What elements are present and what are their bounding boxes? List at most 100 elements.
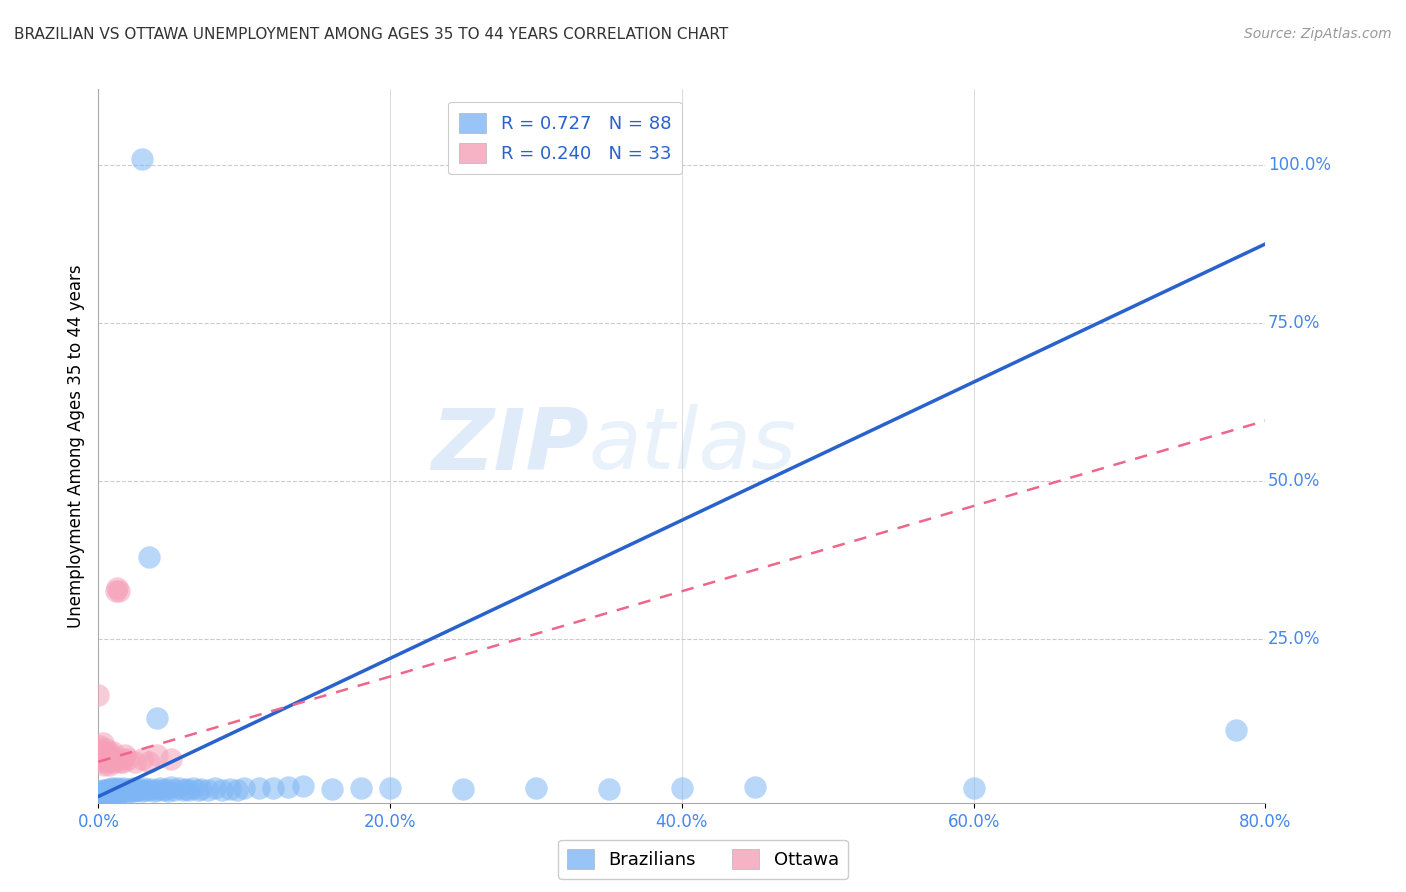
Point (91, 751, 114, 765)
Point (233, 781, 256, 796)
Point (226, 782, 249, 797)
Point (91, 736, 114, 750)
Point (149, 781, 172, 796)
Point (114, 748, 136, 763)
Point (100, 781, 122, 796)
Point (93, 745, 115, 759)
Point (94, 782, 117, 797)
Text: 50.0%: 50.0% (1268, 472, 1320, 490)
Point (94, 785, 117, 799)
Point (671, 780, 693, 795)
Point (98, 782, 121, 797)
Point (110, 784, 132, 798)
Point (117, 781, 139, 796)
Point (105, 781, 128, 796)
Text: 75.0%: 75.0% (1268, 314, 1320, 332)
Point (108, 783, 131, 797)
Point (262, 781, 284, 796)
Point (121, 783, 143, 797)
Text: Source: ZipAtlas.com: Source: ZipAtlas.com (1244, 27, 1392, 41)
Point (117, 751, 139, 765)
Point (96, 783, 118, 797)
Point (122, 781, 145, 796)
Text: BRAZILIAN VS OTTAWA UNEMPLOYMENT AMONG AGES 35 TO 44 YEARS CORRELATION CHART: BRAZILIAN VS OTTAWA UNEMPLOYMENT AMONG A… (14, 27, 728, 42)
Point (90, 787, 112, 801)
Point (111, 785, 134, 799)
Point (277, 780, 299, 794)
Point (160, 751, 183, 765)
Legend: Brazilians, Ottawa: Brazilians, Ottawa (558, 839, 848, 879)
Point (177, 782, 200, 797)
Text: ZIP: ZIP (430, 404, 589, 488)
Point (89, 748, 111, 763)
Point (108, 584, 131, 599)
Point (157, 784, 180, 798)
Point (105, 581, 128, 595)
Point (100, 784, 122, 798)
Point (128, 781, 150, 796)
Point (100, 751, 122, 765)
Point (598, 781, 620, 796)
Point (152, 783, 174, 797)
Point (97, 745, 120, 759)
Point (744, 780, 766, 794)
Point (94, 742, 117, 756)
Point (136, 783, 159, 797)
Point (146, 748, 169, 763)
Point (962, 781, 984, 796)
Point (105, 784, 128, 798)
Point (146, 782, 169, 797)
Point (139, 781, 162, 796)
Point (97, 784, 120, 798)
Point (103, 781, 125, 796)
Point (98, 748, 121, 763)
Point (101, 783, 124, 797)
Point (321, 781, 343, 796)
Point (110, 755, 132, 769)
Point (124, 784, 146, 798)
Point (131, 152, 153, 166)
Point (89, 786, 111, 800)
Point (131, 751, 153, 765)
Point (97, 758, 120, 772)
Point (350, 781, 373, 796)
Legend: R = 0.727   N = 88, R = 0.240   N = 33: R = 0.727 N = 88, R = 0.240 N = 33 (449, 102, 682, 174)
Point (91, 786, 114, 800)
Point (167, 781, 190, 796)
Point (124, 755, 146, 769)
Point (146, 710, 169, 724)
Y-axis label: Unemployment Among Ages 35 to 44 years: Unemployment Among Ages 35 to 44 years (66, 264, 84, 628)
Point (111, 751, 134, 765)
Point (524, 781, 547, 796)
Point (190, 781, 212, 796)
Point (174, 781, 197, 796)
Point (87, 689, 110, 703)
Text: 100.0%: 100.0% (1268, 156, 1330, 174)
Point (90, 742, 112, 756)
Point (93, 784, 115, 798)
Point (101, 745, 124, 759)
Point (103, 784, 125, 798)
Point (1225, 723, 1247, 738)
Point (90, 755, 112, 769)
Point (378, 780, 402, 795)
Point (90, 784, 112, 798)
Point (204, 781, 226, 796)
Point (218, 781, 240, 796)
Point (108, 786, 131, 800)
Point (117, 785, 139, 799)
Point (110, 781, 132, 796)
Point (160, 780, 183, 794)
Point (98, 785, 121, 799)
Point (103, 755, 125, 769)
Point (97, 781, 120, 796)
Point (111, 782, 134, 797)
Point (172, 783, 194, 797)
Point (451, 781, 474, 796)
Point (211, 783, 233, 797)
Point (187, 783, 209, 797)
Point (96, 786, 118, 800)
Point (125, 782, 148, 797)
Point (104, 782, 127, 797)
Point (104, 584, 127, 599)
